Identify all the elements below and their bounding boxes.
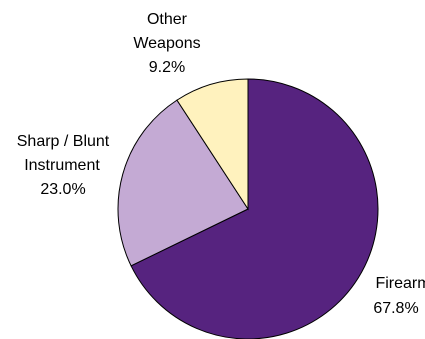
- slice-other-weapons: [176, 78, 249, 211]
- value-other: 9.2%: [149, 59, 185, 76]
- label-sharp-blunt-line2: Instrument: [24, 157, 100, 174]
- value-firearm: 67.8%: [373, 300, 418, 317]
- value-sharp-blunt: 23.0%: [40, 181, 85, 198]
- label-other-line2-text: Weapons: [133, 35, 200, 52]
- label-sharp-blunt-line1-text: Sharp / Blunt: [17, 133, 110, 150]
- slice-sharp-blunt-instrument: [117, 99, 249, 267]
- pie-slices: [117, 78, 379, 339]
- label-other-line1-text: Other: [147, 11, 188, 28]
- label-other-line2: Weapons: [133, 35, 200, 52]
- label-sharp-blunt-line2-text: Instrument: [24, 157, 100, 174]
- label-other-line1: Other: [147, 11, 188, 28]
- value-other-text: 9.2%: [149, 59, 185, 76]
- slice-firearm: [130, 78, 379, 339]
- label-sharp-blunt-line1: Sharp / Blunt: [17, 133, 110, 150]
- value-sharp-blunt-text: 23.0%: [40, 181, 85, 198]
- label-firearm-name: Firearm: [375, 275, 425, 292]
- label-firearm: Firearm: [375, 275, 425, 292]
- value-firearm-text: 67.8%: [373, 300, 418, 317]
